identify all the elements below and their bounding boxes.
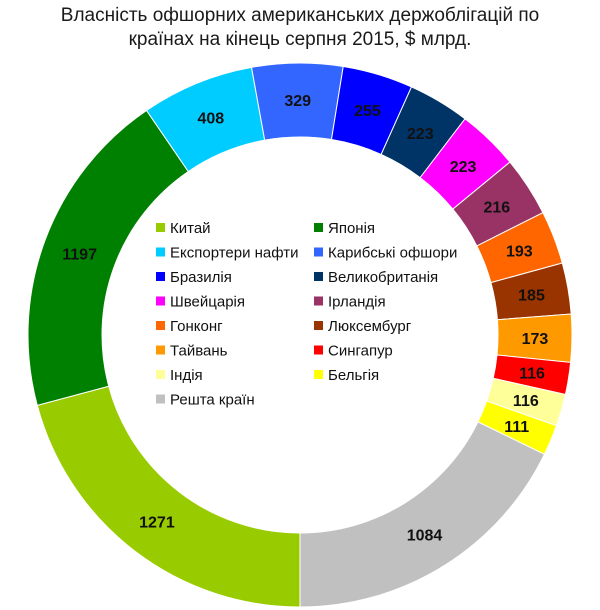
legend-label-9: Люксембург bbox=[328, 318, 412, 335]
legend-item-10: Тайвань bbox=[156, 343, 228, 360]
legend-item-12: Індія bbox=[156, 367, 203, 384]
legend-label-8: Гонконг bbox=[170, 318, 223, 335]
donut-slice-0 bbox=[36, 385, 301, 608]
value-label-2: 408 bbox=[197, 111, 224, 128]
value-label-5: 223 bbox=[407, 126, 434, 143]
legend-label-2: Експортери нафти bbox=[170, 245, 299, 262]
legend-swatch-14 bbox=[156, 394, 165, 404]
value-label-14: 1084 bbox=[407, 527, 443, 544]
value-label-0: 1271 bbox=[139, 514, 175, 531]
value-label-12: 116 bbox=[513, 393, 539, 410]
legend-label-3: Карибські офшори bbox=[328, 245, 457, 262]
legend-item-6: Швейцарія bbox=[156, 294, 245, 311]
chart-title: Власність офшорних американських держобл… bbox=[0, 4, 600, 52]
legend-label-0: Китай bbox=[170, 220, 211, 237]
value-label-8: 193 bbox=[506, 244, 533, 261]
legend-swatch-3 bbox=[314, 247, 323, 257]
donut-slice-1 bbox=[27, 109, 189, 406]
donut-slices bbox=[27, 62, 573, 608]
legend-item-11: Сингапур bbox=[314, 343, 393, 360]
legend-item-8: Гонконг bbox=[156, 318, 223, 335]
legend-label-1: Японія bbox=[328, 220, 375, 237]
value-label-3: 329 bbox=[284, 93, 311, 110]
value-label-13: 111 bbox=[504, 419, 529, 436]
value-label-10: 173 bbox=[522, 331, 549, 348]
legend-label-13: Бельгія bbox=[328, 367, 379, 384]
legend-item-7: Ірландія bbox=[314, 294, 386, 311]
legend-swatch-8 bbox=[156, 321, 165, 330]
legend-swatch-7 bbox=[314, 296, 323, 306]
legend-label-11: Сингапур bbox=[328, 343, 393, 360]
legend-item-1: Японія bbox=[314, 220, 375, 237]
legend-item-3: Карибські офшори bbox=[314, 245, 457, 262]
chart-title-line-1: Власність офшорних американських держобл… bbox=[60, 5, 540, 26]
value-labels: 1271 1197 408 329 255 223 223 216 193 185 173 116 11… bbox=[62, 93, 548, 544]
legend-swatch-9 bbox=[314, 321, 323, 330]
chart-title-line-2: країнах на кінець серпня 2015, $ млрд. bbox=[128, 29, 472, 50]
legend-swatch-11 bbox=[314, 345, 323, 355]
legend-item-9: Люксембург bbox=[314, 318, 412, 335]
legend-swatch-5 bbox=[314, 272, 323, 281]
legend-item-0: Китай bbox=[156, 220, 211, 237]
legend-label-5: Великобританія bbox=[328, 269, 438, 286]
legend-label-7: Ірландія bbox=[328, 294, 386, 311]
legend-swatch-12 bbox=[156, 370, 165, 379]
legend-label-10: Тайвань bbox=[170, 343, 228, 360]
legend-label-6: Швейцарія bbox=[170, 294, 245, 311]
legend: Китай Японія Експортери нафти Карибські офш… bbox=[156, 220, 457, 409]
legend-swatch-4 bbox=[156, 272, 165, 281]
legend-item-13: Бельгія bbox=[314, 367, 379, 384]
legend-label-4: Бразилія bbox=[170, 269, 232, 286]
value-label-6: 223 bbox=[450, 159, 477, 176]
legend-item-4: Бразилія bbox=[156, 269, 232, 286]
legend-swatch-10 bbox=[156, 345, 165, 355]
legend-swatch-1 bbox=[314, 223, 323, 232]
legend-label-14: Решта країн bbox=[170, 392, 255, 409]
value-label-9: 185 bbox=[518, 288, 545, 305]
value-label-7: 216 bbox=[483, 200, 510, 217]
value-label-11: 116 bbox=[519, 366, 545, 383]
donut-slice-14 bbox=[299, 421, 546, 608]
value-label-1: 1197 bbox=[62, 246, 97, 263]
legend-item-2: Експортери нафти bbox=[156, 245, 299, 262]
legend-swatch-0 bbox=[156, 223, 165, 232]
legend-swatch-13 bbox=[314, 370, 323, 379]
legend-swatch-2 bbox=[156, 247, 165, 257]
legend-swatch-6 bbox=[156, 296, 165, 306]
value-label-4: 255 bbox=[354, 103, 381, 120]
legend-label-12: Індія bbox=[170, 367, 203, 384]
legend-item-5: Великобританія bbox=[314, 269, 438, 286]
legend-item-14: Решта країн bbox=[156, 392, 255, 409]
